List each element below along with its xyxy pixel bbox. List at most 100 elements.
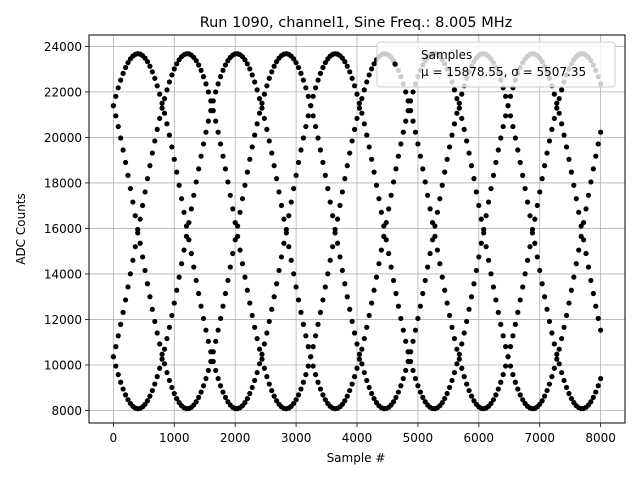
data-point bbox=[542, 163, 548, 169]
data-point bbox=[213, 118, 219, 124]
data-point bbox=[191, 192, 197, 198]
data-point bbox=[422, 277, 428, 284]
data-point bbox=[254, 335, 260, 342]
data-point bbox=[166, 132, 172, 138]
data-point bbox=[298, 309, 304, 315]
data-point bbox=[415, 141, 421, 147]
data-point bbox=[115, 333, 121, 339]
data-point bbox=[520, 397, 526, 403]
data-point bbox=[400, 375, 406, 382]
data-point bbox=[249, 384, 255, 391]
data-point bbox=[188, 206, 194, 212]
data-point bbox=[366, 72, 372, 78]
data-point bbox=[507, 113, 514, 119]
data-point bbox=[332, 226, 338, 233]
data-point bbox=[118, 77, 124, 83]
data-point bbox=[135, 226, 141, 233]
data-point bbox=[254, 87, 260, 93]
data-point bbox=[371, 61, 377, 67]
data-point bbox=[344, 163, 350, 169]
data-point bbox=[598, 327, 604, 333]
data-point bbox=[249, 72, 255, 78]
data-point bbox=[405, 108, 411, 114]
data-point bbox=[456, 100, 462, 106]
data-point bbox=[561, 132, 567, 138]
data-point bbox=[534, 202, 540, 209]
data-point bbox=[193, 399, 199, 405]
data-point bbox=[237, 247, 243, 253]
data-point bbox=[154, 374, 160, 380]
data-point bbox=[434, 247, 440, 253]
data-point bbox=[461, 330, 467, 336]
data-point bbox=[317, 147, 324, 153]
data-point bbox=[451, 369, 458, 376]
data-point bbox=[444, 390, 450, 397]
data-point bbox=[524, 199, 531, 205]
data-point bbox=[303, 123, 309, 130]
data-point bbox=[166, 377, 172, 384]
data-point bbox=[137, 216, 143, 222]
data-point bbox=[595, 315, 601, 322]
data-point bbox=[354, 365, 360, 371]
data-point bbox=[515, 309, 521, 315]
data-point bbox=[322, 60, 328, 66]
data-point bbox=[293, 172, 299, 178]
data-point bbox=[157, 365, 163, 371]
data-point bbox=[213, 89, 219, 95]
data-point bbox=[252, 377, 258, 384]
data-point bbox=[507, 363, 514, 369]
legend: Samples μ = 15878.55, σ = 5507.35 bbox=[376, 41, 616, 88]
data-point bbox=[356, 105, 363, 111]
data-point bbox=[349, 318, 355, 325]
data-point bbox=[456, 356, 462, 362]
data-point bbox=[493, 159, 499, 166]
data-point bbox=[274, 176, 280, 182]
data-point bbox=[539, 176, 545, 182]
data-point bbox=[266, 318, 272, 325]
data-point bbox=[490, 397, 497, 403]
data-point bbox=[295, 297, 302, 303]
data-point bbox=[166, 324, 172, 330]
data-point bbox=[118, 379, 124, 385]
data-point bbox=[364, 377, 370, 384]
data-point bbox=[300, 77, 306, 83]
data-point bbox=[395, 303, 402, 309]
data-point bbox=[220, 67, 226, 73]
data-point bbox=[451, 335, 458, 342]
data-point bbox=[310, 93, 316, 99]
data-point bbox=[412, 327, 419, 333]
data-point bbox=[193, 277, 199, 284]
data-point bbox=[310, 344, 316, 350]
data-point bbox=[439, 274, 445, 280]
data-point bbox=[191, 264, 197, 270]
data-point bbox=[125, 284, 131, 290]
data-point bbox=[442, 169, 448, 175]
data-point bbox=[144, 176, 151, 182]
data-point bbox=[295, 64, 302, 71]
data-point bbox=[176, 182, 182, 188]
data-point bbox=[437, 196, 443, 202]
data-point bbox=[196, 166, 202, 172]
data-point bbox=[130, 199, 136, 205]
data-point bbox=[366, 312, 372, 319]
data-point bbox=[256, 110, 263, 116]
data-point bbox=[174, 169, 180, 175]
data-point bbox=[225, 179, 231, 185]
data-point bbox=[327, 257, 333, 263]
data-point bbox=[571, 274, 577, 280]
data-point bbox=[576, 247, 582, 253]
data-point bbox=[298, 70, 304, 76]
data-point bbox=[446, 144, 453, 150]
data-point bbox=[205, 89, 211, 95]
data-point bbox=[456, 105, 462, 111]
data-point bbox=[466, 150, 472, 156]
data-point bbox=[529, 226, 536, 233]
data-point bbox=[510, 371, 516, 378]
data-point bbox=[169, 144, 175, 150]
data-point bbox=[315, 135, 321, 141]
data-point bbox=[215, 81, 221, 87]
data-point bbox=[132, 213, 138, 219]
data-point bbox=[252, 132, 258, 138]
data-point bbox=[471, 281, 477, 287]
data-point bbox=[220, 303, 226, 309]
